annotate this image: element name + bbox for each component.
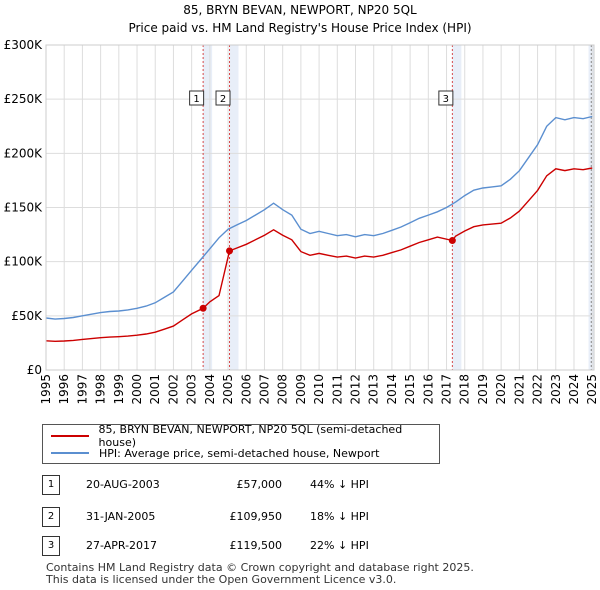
x-tick-label: 2002: [166, 374, 180, 405]
sale-row-3: 3 27-APR-2017 £119,500 22% ↓ HPI: [42, 536, 462, 556]
sale-row-1: 1 20-AUG-2003 £57,000 44% ↓ HPI: [42, 475, 462, 495]
footer-license: This data is licensed under the Open Gov…: [46, 573, 397, 586]
plot-frame: [45, 44, 595, 371]
x-tick-label: 2011: [330, 374, 344, 405]
sale-hpi-diff: 18% ↓ HPI: [310, 510, 369, 523]
x-tick-label: 2006: [239, 374, 253, 405]
chart-subtitle: Price paid vs. HM Land Registry's House …: [128, 21, 472, 35]
footer-copyright: Contains HM Land Registry data © Crown c…: [46, 561, 474, 574]
sale-badge: 3: [42, 536, 60, 556]
sale-badge: 2: [42, 507, 60, 527]
x-tick-label: 2021: [512, 374, 526, 405]
x-tick-label: 2022: [531, 374, 545, 405]
legend: 85, BRYN BEVAN, NEWPORT, NP20 5QL (semi-…: [42, 423, 440, 464]
x-tick-label: 2020: [494, 374, 508, 405]
sale-marker-3: [448, 237, 456, 245]
y-tick-label: £50K: [11, 309, 43, 323]
x-tick-label: 2014: [385, 374, 399, 405]
sale-row-2: 2 31-JAN-2005 £109,950 18% ↓ HPI: [42, 507, 462, 527]
x-tick-label: 1995: [39, 374, 53, 405]
sale-date: 27-APR-2017: [86, 539, 158, 552]
x-tick-label: 2016: [421, 374, 435, 405]
y-tick-label: £100K: [4, 255, 44, 269]
legend-item-property: 85, BRYN BEVAN, NEWPORT, NP20 5QL (semi-…: [51, 423, 439, 449]
x-tick-label: 2023: [549, 374, 563, 405]
y-tick-label: £250K: [4, 92, 44, 106]
y-tick-label: £150K: [4, 201, 44, 215]
legend-item-hpi: HPI: Average price, semi-detached house,…: [51, 445, 379, 461]
sale-date: 31-JAN-2005: [86, 510, 156, 523]
x-tick-label: 2025: [585, 374, 599, 405]
sale-box-label-1: 1: [193, 94, 199, 105]
sale-box-1: [189, 90, 205, 106]
x-tick-label: 1997: [75, 374, 89, 405]
x-tick-label: 2010: [312, 374, 326, 405]
sale-box-label-3: 3: [443, 94, 449, 105]
sale-marker-1: [199, 304, 207, 312]
x-tick-label: 2009: [294, 374, 308, 405]
x-tick-label: 2003: [185, 374, 199, 405]
sale-box-label-2: 2: [220, 94, 226, 105]
legend-blue-line: [51, 452, 89, 454]
hpi-line: [45, 115, 593, 320]
x-tick-label: 1996: [57, 374, 71, 405]
chart-title: 85, BRYN BEVAN, NEWPORT, NP20 5QL: [183, 3, 417, 17]
sale-marker-2: [226, 247, 234, 255]
x-tick-label: 2018: [458, 374, 472, 405]
x-tick-label: 1998: [94, 374, 108, 405]
sale-hpi-diff: 44% ↓ HPI: [310, 478, 369, 491]
sale-price: £109,950: [229, 510, 283, 523]
legend-red-label: 85, BRYN BEVAN, NEWPORT, NP20 5QL (semi-…: [98, 423, 403, 449]
x-tick-label: 2004: [203, 374, 217, 405]
x-tick-label: 2000: [130, 374, 144, 405]
y-tick-label: £300K: [4, 38, 44, 52]
sale-price: £119,500: [229, 539, 283, 552]
x-tick-label: 2019: [476, 374, 490, 405]
sale-date: 20-AUG-2003: [86, 478, 160, 491]
x-tick-label: 2024: [567, 374, 581, 405]
legend-red-line: [51, 435, 89, 437]
x-tick-label: 2013: [367, 374, 381, 405]
x-tick-label: 2005: [221, 374, 235, 405]
sale-hpi-diff: 22% ↓ HPI: [310, 539, 369, 552]
y-tick-label: £0: [27, 363, 42, 377]
y-tick-label: £200K: [4, 146, 44, 160]
x-tick-label: 2017: [440, 374, 454, 405]
sale-box-3: [438, 90, 454, 106]
x-tick-label: 2007: [257, 374, 271, 405]
price-chart: 1 2 3 £0 £50K £100K £150K £200K £250K £300K 1995…: [4, 38, 600, 405]
x-tick-label: 2015: [403, 374, 417, 405]
x-tick-label: 2001: [148, 374, 162, 405]
x-tick-label: 2008: [276, 374, 290, 405]
x-tick-label: 2012: [349, 374, 363, 405]
legend-blue-label: HPI: Average price, semi-detached house,…: [99, 446, 380, 460]
sale-badge: 1: [42, 475, 60, 495]
property-price-line: [45, 167, 593, 343]
sale-box-2: [215, 90, 231, 106]
x-tick-label: 1999: [112, 374, 126, 405]
sale-price: £57,000: [236, 478, 283, 491]
